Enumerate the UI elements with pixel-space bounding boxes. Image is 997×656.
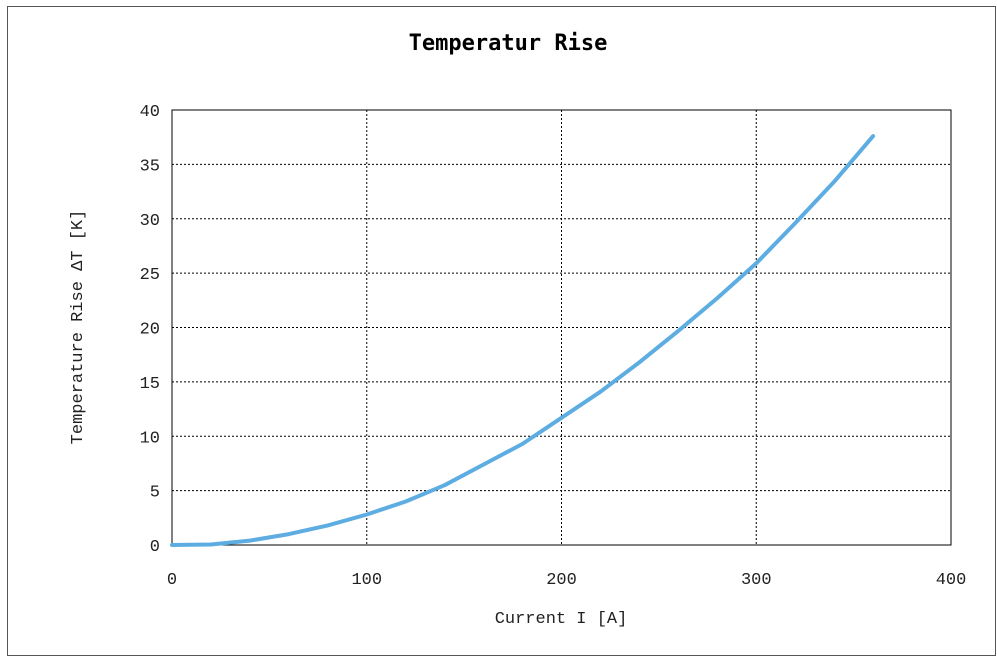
y-tick-label: 40 <box>140 103 160 122</box>
y-tick-label: 10 <box>140 429 160 448</box>
y-tick-label: 30 <box>140 212 160 231</box>
x-tick-label: 100 <box>351 571 382 590</box>
y-axis: 0 5 10 15 20 25 30 35 40 <box>140 103 160 557</box>
y-tick-label: 5 <box>150 484 160 503</box>
grid <box>172 110 951 545</box>
y-tick-label: 35 <box>140 157 160 176</box>
x-tick-label: 0 <box>167 571 177 590</box>
x-axis: 0 100 200 300 400 <box>167 571 966 590</box>
x-tick-label: 200 <box>546 571 577 590</box>
y-tick-label: 0 <box>150 538 160 557</box>
y-tick-label: 25 <box>140 266 160 285</box>
x-axis-label: Current I [A] <box>495 610 628 629</box>
y-tick-label: 15 <box>140 375 160 394</box>
y-tick-label: 20 <box>140 321 160 340</box>
series-line <box>170 134 876 547</box>
x-tick-label: 400 <box>936 571 967 590</box>
y-axis-label: Temperature Rise ΔT [K] <box>69 210 88 445</box>
x-tick-label: 300 <box>741 571 772 590</box>
plot-area <box>171 109 952 546</box>
chart-title: Temperatur Rise <box>409 31 608 56</box>
